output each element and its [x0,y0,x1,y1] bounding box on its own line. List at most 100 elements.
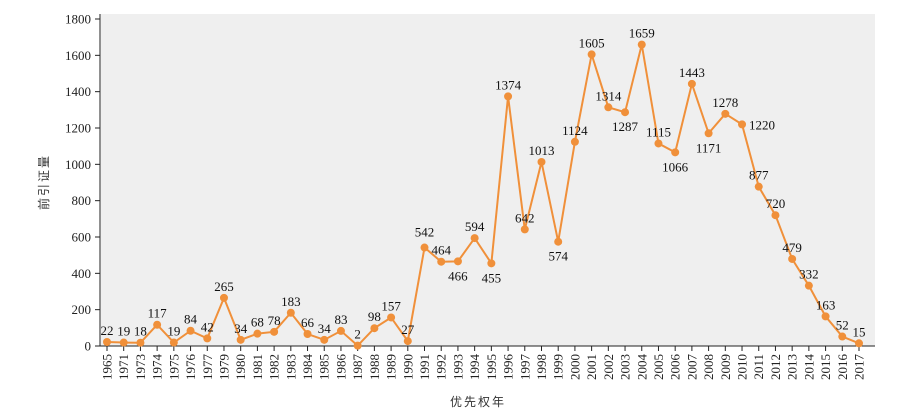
x-tick-label: 2007 [684,354,699,381]
x-tick-label: 2005 [651,354,666,380]
data-point [303,330,312,339]
x-tick-label: 1980 [233,354,248,380]
x-tick-label: 1981 [250,354,265,380]
data-point [537,157,546,166]
x-tick-label: 1979 [216,354,231,380]
y-tick-label: 800 [72,193,92,208]
data-point [103,338,111,347]
data-point [838,332,847,341]
data-point [420,243,429,252]
data-label: 34 [234,321,248,336]
data-label: 1374 [495,77,522,92]
x-tick-label: 1994 [467,354,482,381]
data-point [320,335,329,344]
data-point [654,139,663,148]
data-point [788,254,797,263]
y-tick-label: 1400 [65,84,91,99]
y-tick-label: 0 [85,339,92,354]
data-point [236,335,245,344]
x-tick-label: 1995 [484,354,499,380]
x-tick-label: 2001 [584,354,599,380]
data-point [387,313,396,322]
data-label: 18 [134,324,147,339]
x-tick-label: 1988 [367,354,382,380]
x-tick-label: 1996 [501,354,516,381]
x-tick-label: 2010 [735,354,750,380]
data-label: 98 [368,309,381,324]
x-tick-label: 1991 [417,354,432,380]
x-tick-label: 1987 [350,354,365,381]
x-tick-label: 1973 [133,354,148,380]
data-point [671,148,680,157]
x-tick-label: 2004 [634,354,649,381]
data-point [286,308,295,317]
x-tick-label: 1985 [317,354,332,380]
data-point [687,79,696,88]
data-point [721,109,730,118]
data-label: 1605 [579,35,605,50]
data-point [821,312,830,321]
x-tick-label: 1977 [200,354,215,381]
x-tick-label: 1984 [300,354,315,381]
data-point [370,324,379,333]
data-label: 163 [816,297,836,312]
x-tick-label: 1989 [384,354,399,380]
y-axis: 0 200 400 600 800 1000 1200 1400 1600 1800 [65,12,101,354]
x-tick-label: 2014 [801,354,816,381]
data-label: 877 [749,168,769,183]
data-label: 1013 [528,143,554,158]
x-tick-label: 2015 [818,354,833,380]
data-point [203,334,212,343]
y-tick-label: 1200 [65,121,91,136]
data-label: 117 [148,306,168,321]
data-label: 22 [101,323,114,338]
x-tick-label: 1971 [116,354,131,380]
y-tick-label: 400 [72,266,92,281]
data-point [186,326,195,335]
data-label: 265 [214,279,234,294]
x-axis-title: 优先权年 [450,395,506,409]
x-tick-label: 1983 [283,354,298,380]
data-label: 52 [836,318,849,333]
data-label: 42 [201,319,214,334]
data-point [487,259,496,268]
x-axis: 1965 1971 1973 1974 1975 1976 1977 1979 1980 1981… [95,345,875,381]
x-tick-label: 1976 [183,354,198,381]
x-tick-label: 2016 [835,354,850,381]
data-label: 1171 [696,140,722,155]
data-point [353,341,362,350]
data-label: 19 [117,324,130,339]
data-label: 642 [515,210,535,225]
data-point [437,257,446,266]
data-point [153,320,162,329]
data-point [219,293,228,302]
x-tick-label: 2002 [601,354,616,380]
x-tick-label: 2009 [718,354,733,380]
data-point [453,257,462,266]
data-label: 84 [184,312,198,327]
data-point [470,234,479,243]
data-label: 157 [381,298,401,313]
data-label: 34 [318,321,332,336]
x-tick-label: 2008 [701,354,716,380]
data-label: 83 [334,312,347,327]
data-point [570,137,579,146]
data-point [621,108,630,117]
data-label: 542 [415,225,435,240]
data-point [804,281,813,290]
data-label: 68 [251,315,264,330]
data-point [169,338,178,347]
x-tick-label: 1999 [551,354,566,380]
data-label: 479 [782,240,802,255]
x-tick-label: 1993 [450,354,465,380]
data-label: 1278 [712,95,738,110]
data-point [119,338,128,347]
y-tick-label: 1000 [65,157,91,172]
data-label: 1659 [629,26,655,41]
data-point [403,337,412,346]
data-label: 455 [482,270,502,285]
y-axis-title: 前引证量 [36,154,51,210]
x-tick-label: 2013 [785,354,800,380]
